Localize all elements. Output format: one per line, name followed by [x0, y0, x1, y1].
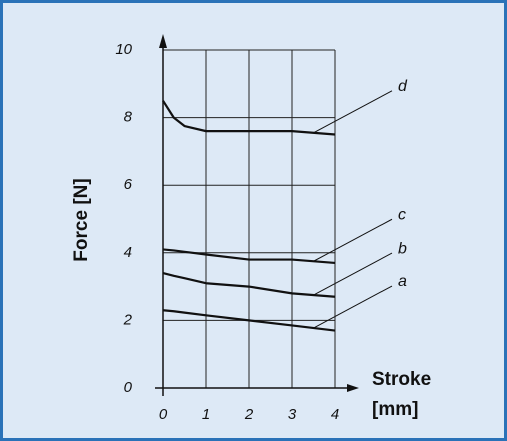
leader-line [313, 285, 393, 329]
series-label: c [398, 206, 406, 223]
y-tick-label: 6 [124, 176, 133, 193]
x-tick-label: 1 [202, 406, 210, 423]
x-axis-label: Stroke [372, 369, 431, 390]
x-arrow [347, 384, 359, 392]
y-tick-label: 0 [124, 379, 133, 396]
series-label: d [398, 78, 408, 95]
x-tick-label: 4 [331, 406, 339, 423]
series-label: a [398, 273, 407, 290]
y-tick-label: 8 [124, 109, 133, 126]
series-label: b [398, 240, 407, 257]
y-arrow [159, 34, 167, 48]
leader-line [313, 218, 393, 262]
y-tick-label: 4 [124, 244, 132, 261]
x-tick-label: 2 [244, 406, 254, 423]
line [162, 272, 336, 298]
x-tick-label: 0 [159, 406, 168, 423]
line [162, 100, 336, 136]
y-tick-label: 2 [123, 311, 133, 328]
y-tick-label: 10 [115, 41, 132, 58]
line [162, 309, 336, 332]
y-axis-label: Force [N] [71, 178, 92, 261]
x-axis-label: [mm] [372, 399, 418, 420]
leader-line [313, 252, 393, 296]
line [162, 248, 336, 265]
leader-line [313, 90, 393, 134]
x-tick-label: 3 [288, 406, 297, 423]
